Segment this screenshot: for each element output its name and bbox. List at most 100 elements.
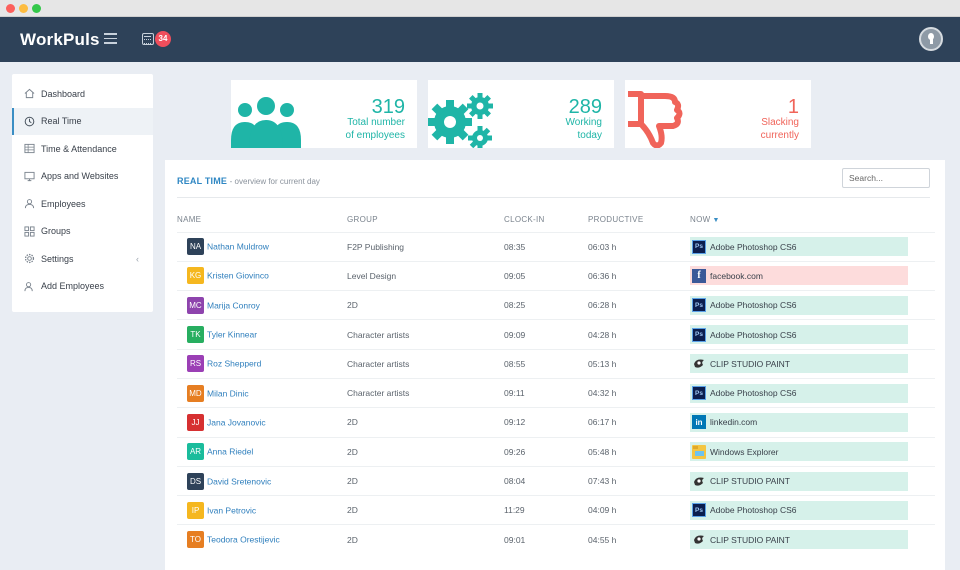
employee-name-link[interactable]: Teodora Orestijevic — [207, 534, 280, 545]
avatar: AR — [187, 443, 204, 461]
photoshop-icon: Ps — [692, 503, 706, 518]
employee-name-link[interactable]: Nathan Muldrow — [207, 241, 269, 252]
calendar-icon[interactable] — [142, 33, 154, 45]
chevron-left-icon[interactable]: ‹ — [136, 254, 139, 264]
gear-icon — [24, 253, 35, 264]
column-header-group[interactable]: GROUP — [347, 215, 378, 224]
clip-studio-icon — [692, 474, 706, 488]
cell-productive: 06:03 h — [588, 231, 690, 262]
table-row[interactable]: IP Ivan Petrovic 2D 11:29 04:09 h Ps Adobe Pho… — [177, 495, 935, 525]
table-row[interactable]: RS Roz Shepperd Character artists 08:55 05:1… — [177, 348, 935, 379]
sidebar-item-settings[interactable]: Settings ‹ — [12, 245, 153, 273]
sidebar-item-time-attendance[interactable]: Time & Attendance — [12, 135, 153, 163]
folder-icon — [692, 444, 706, 459]
cell-name: DS David Sretenovic — [177, 465, 347, 496]
cell-group: Character artists — [347, 319, 504, 350]
table-row[interactable]: DS David Sretenovic 2D 08:04 07:43 h CLIP STU… — [177, 465, 935, 496]
table-row[interactable]: MC Marija Conroy 2D 08:25 06:28 h Ps Adobe Pho… — [177, 290, 935, 320]
cell-productive: 05:13 h — [588, 348, 690, 379]
table-row[interactable]: MD Milan Dinic Character artists 09:11 04:32… — [177, 377, 935, 408]
clip-studio-icon — [692, 533, 706, 547]
cell-productive: 04:28 h — [588, 319, 690, 350]
table-row[interactable]: TK Tyler Kinnear Character artists 09:09 04:… — [177, 319, 935, 350]
photoshop-icon: Ps — [692, 239, 706, 254]
employee-name-link[interactable]: David Sretenovic — [207, 476, 272, 487]
cell-group: F2P Publishing — [347, 231, 504, 262]
employee-name-link[interactable]: Roz Shepperd — [207, 358, 262, 369]
table-row[interactable]: AR Anna Riedel 2D 09:26 05:48 h Windows Explo… — [177, 436, 935, 467]
minimize-window-button[interactable] — [19, 4, 28, 13]
clock-icon — [24, 116, 35, 127]
cell-now: in linkedin.com — [690, 407, 935, 438]
clip-studio-icon — [692, 357, 706, 371]
employee-name-link[interactable]: Milan Dinic — [207, 388, 249, 399]
cell-group: 2D — [347, 524, 504, 555]
photoshop-icon: Ps — [692, 386, 706, 401]
working-today-label: Working today — [565, 117, 603, 141]
home-icon — [24, 88, 35, 99]
current-activity-label: facebook.com — [710, 270, 763, 281]
current-activity-label: Adobe Photoshop CS6 — [710, 388, 797, 399]
employee-name-link[interactable]: Marija Conroy — [207, 300, 260, 311]
cell-name: KG Kristen Giovinco — [177, 260, 347, 291]
user-avatar[interactable] — [919, 27, 943, 51]
brand-logo[interactable]: WorkPuls — [20, 30, 100, 49]
table-row[interactable]: TO Teodora Orestijevic 2D 09:01 04:55 h CLIP … — [177, 524, 935, 555]
employee-name-link[interactable]: Tyler Kinnear — [207, 329, 258, 340]
working-today-count: 289 — [568, 96, 602, 118]
current-activity-label: CLIP STUDIO PAINT — [710, 476, 790, 487]
sidebar-item-real-time[interactable]: Real Time — [12, 107, 153, 135]
cell-group: 2D — [347, 290, 504, 320]
cell-name: TO Teodora Orestijevic — [177, 524, 347, 555]
column-header-productive[interactable]: PRODUCTIVE — [588, 215, 644, 224]
cell-group: 2D — [347, 495, 504, 525]
cell-clock-in: 08:55 — [504, 348, 588, 379]
cell-clock-in: 11:29 — [504, 495, 588, 525]
cell-productive: 06:36 h — [588, 260, 690, 291]
sidebar-item-label: Apps and Websites — [41, 171, 119, 182]
cell-group: Character artists — [347, 348, 504, 379]
sidebar-item-apps-and-websites[interactable]: Apps and Websites — [12, 163, 153, 191]
current-activity: Ps Adobe Photoshop CS6 — [690, 325, 908, 345]
maximize-window-button[interactable] — [32, 4, 41, 13]
employee-name-link[interactable]: Anna Riedel — [207, 446, 254, 457]
cell-group: Level Design — [347, 260, 504, 291]
cell-clock-in: 08:35 — [504, 231, 588, 262]
employees-table: NAME GROUP CLOCK-IN PRODUCTIVE NOW ▼ NA Na… — [177, 215, 935, 555]
search-input[interactable] — [842, 168, 930, 188]
table-row[interactable]: JJ Jana Jovanovic 2D 09:12 06:17 h in linkedin… — [177, 407, 935, 438]
current-activity-label: Adobe Photoshop CS6 — [710, 329, 797, 340]
table-row[interactable]: NA Nathan Muldrow F2P Publishing 08:35 06:03… — [177, 231, 935, 262]
current-activity-label: CLIP STUDIO PAINT — [710, 534, 790, 545]
cell-now: Windows Explorer — [690, 436, 935, 467]
slacking-label: Slacking currently — [760, 117, 799, 141]
employee-name-link[interactable]: Ivan Petrovic — [207, 505, 257, 516]
table-row[interactable]: KG Kristen Giovinco Level Design 09:05 06:36… — [177, 260, 935, 291]
current-activity: CLIP STUDIO PAINT — [690, 471, 908, 491]
employee-name-link[interactable]: Kristen Giovinco — [207, 270, 269, 281]
current-activity: CLIP STUDIO PAINT — [690, 354, 908, 374]
table-icon — [24, 143, 35, 154]
avatar: TO — [187, 531, 204, 549]
sidebar-item-add-employees[interactable]: Add Employees — [12, 273, 153, 301]
cell-productive: 06:28 h — [588, 290, 690, 320]
cell-clock-in: 09:05 — [504, 260, 588, 291]
sidebar-item-employees[interactable]: Employees — [12, 190, 153, 218]
employee-name-link[interactable]: Jana Jovanovic — [207, 417, 266, 428]
cell-productive: 06:17 h — [588, 407, 690, 438]
column-header-now[interactable]: NOW ▼ — [690, 215, 720, 224]
cell-group: 2D — [347, 465, 504, 496]
cell-name: MC Marija Conroy — [177, 290, 347, 320]
close-window-button[interactable] — [6, 4, 15, 13]
column-header-clock-in[interactable]: CLOCK-IN — [504, 215, 545, 224]
cell-productive: 04:32 h — [588, 377, 690, 408]
cell-group: 2D — [347, 407, 504, 438]
column-header-name[interactable]: NAME — [177, 215, 202, 224]
notification-badge[interactable]: 34 — [155, 31, 171, 47]
menu-toggle-icon[interactable] — [104, 33, 117, 44]
avatar: DS — [187, 472, 204, 490]
current-activity: Ps Adobe Photoshop CS6 — [690, 295, 908, 315]
cell-now: Ps Adobe Photoshop CS6 — [690, 319, 935, 350]
sidebar-item-groups[interactable]: Groups — [12, 218, 153, 246]
sidebar-item-dashboard[interactable]: Dashboard — [12, 80, 153, 108]
